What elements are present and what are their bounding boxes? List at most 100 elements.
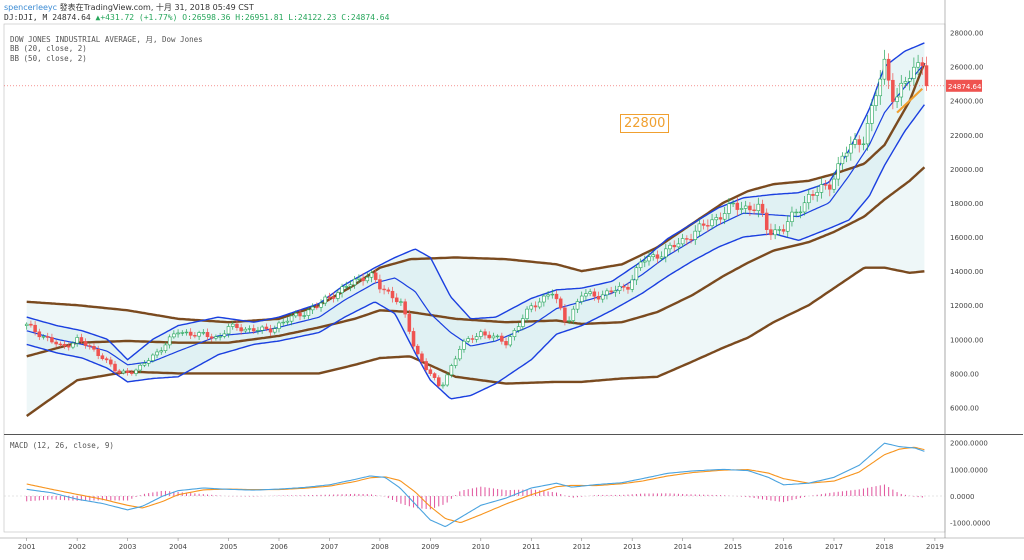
- candle[interactable]: [264, 326, 269, 330]
- candle[interactable]: [260, 326, 264, 331]
- candle[interactable]: [676, 243, 681, 248]
- candle[interactable]: [331, 296, 336, 299]
- candle[interactable]: [891, 79, 895, 102]
- candle[interactable]: [718, 217, 723, 220]
- candle[interactable]: [222, 333, 227, 337]
- candle[interactable]: [415, 345, 420, 355]
- candle[interactable]: [310, 306, 315, 311]
- candle[interactable]: [495, 335, 500, 338]
- candle[interactable]: [29, 323, 33, 326]
- candle[interactable]: [621, 285, 626, 288]
- candle[interactable]: [781, 229, 786, 232]
- candle[interactable]: [857, 139, 861, 145]
- candle[interactable]: [878, 78, 883, 97]
- candle[interactable]: [369, 272, 374, 278]
- candle[interactable]: [239, 327, 243, 332]
- candle[interactable]: [558, 298, 563, 309]
- candle[interactable]: [912, 66, 916, 79]
- candle[interactable]: [163, 344, 168, 351]
- candle[interactable]: [596, 295, 601, 300]
- candle[interactable]: [828, 184, 832, 190]
- candle[interactable]: [327, 296, 332, 299]
- candle[interactable]: [24, 323, 29, 326]
- candle[interactable]: [882, 58, 887, 80]
- candle[interactable]: [373, 272, 378, 280]
- candle[interactable]: [546, 294, 550, 297]
- candle[interactable]: [567, 320, 571, 322]
- candle[interactable]: [512, 330, 517, 338]
- candle[interactable]: [188, 331, 193, 336]
- candle[interactable]: [739, 208, 744, 210]
- candle[interactable]: [319, 302, 323, 308]
- candle[interactable]: [306, 309, 311, 316]
- candle[interactable]: [815, 192, 819, 196]
- candle[interactable]: [886, 58, 891, 81]
- candle[interactable]: [735, 202, 740, 210]
- candle[interactable]: [172, 333, 176, 338]
- candle[interactable]: [874, 95, 878, 106]
- candle[interactable]: [895, 96, 899, 102]
- main-series-label[interactable]: DOW JONES INDUSTRIAL AVERAGE, 月, Dow Jon…: [10, 35, 203, 44]
- candle[interactable]: [819, 184, 824, 193]
- candle[interactable]: [483, 331, 487, 336]
- candle[interactable]: [302, 315, 306, 317]
- candle[interactable]: [218, 336, 222, 338]
- bb20-upper-line[interactable]: [26, 42, 925, 361]
- candle[interactable]: [453, 358, 458, 366]
- candle[interactable]: [159, 350, 164, 353]
- candle[interactable]: [554, 293, 559, 300]
- candle[interactable]: [685, 238, 689, 240]
- candle[interactable]: [609, 290, 613, 293]
- candle[interactable]: [142, 363, 147, 366]
- candle[interactable]: [390, 290, 395, 299]
- candle[interactable]: [256, 329, 260, 332]
- candle[interactable]: [315, 306, 319, 309]
- candle[interactable]: [769, 229, 773, 236]
- candle[interactable]: [37, 331, 42, 338]
- candle[interactable]: [689, 239, 693, 241]
- candle[interactable]: [643, 260, 647, 263]
- candle[interactable]: [487, 334, 491, 339]
- candle[interactable]: [798, 211, 803, 214]
- candle[interactable]: [470, 338, 475, 340]
- candle[interactable]: [575, 301, 580, 310]
- price-annotation[interactable]: 22800: [620, 114, 670, 133]
- candle[interactable]: [50, 337, 54, 343]
- candle[interactable]: [209, 336, 214, 339]
- candle[interactable]: [710, 219, 714, 227]
- candle[interactable]: [445, 374, 449, 386]
- candle[interactable]: [357, 277, 361, 280]
- candle[interactable]: [777, 229, 782, 231]
- candle[interactable]: [193, 335, 197, 337]
- candle[interactable]: [294, 312, 298, 317]
- candle[interactable]: [92, 346, 96, 350]
- candle[interactable]: [550, 293, 555, 296]
- candle[interactable]: [924, 65, 929, 87]
- candle[interactable]: [151, 354, 155, 361]
- candle[interactable]: [823, 184, 828, 186]
- bb50-basis-line[interactable]: [26, 166, 926, 358]
- candle[interactable]: [630, 279, 634, 290]
- candle[interactable]: [58, 343, 63, 346]
- candle[interactable]: [403, 301, 407, 315]
- candle[interactable]: [214, 336, 218, 339]
- candle[interactable]: [508, 336, 513, 346]
- candle[interactable]: [849, 144, 853, 154]
- candle[interactable]: [701, 223, 706, 226]
- candle[interactable]: [109, 359, 113, 365]
- candle[interactable]: [382, 288, 386, 291]
- author-link[interactable]: spencerleeyc: [4, 3, 58, 12]
- candle[interactable]: [235, 323, 239, 328]
- bb20-label[interactable]: BB (20, close, 2): [10, 44, 87, 53]
- candle[interactable]: [680, 238, 685, 245]
- candle[interactable]: [45, 336, 50, 338]
- candle[interactable]: [268, 328, 273, 333]
- candle[interactable]: [104, 358, 109, 361]
- candle[interactable]: [336, 292, 340, 299]
- candle[interactable]: [651, 254, 655, 258]
- candle[interactable]: [533, 305, 538, 308]
- candle[interactable]: [121, 370, 126, 374]
- bb50-lower-line[interactable]: [26, 266, 925, 417]
- candle[interactable]: [672, 244, 676, 248]
- candle[interactable]: [579, 295, 584, 302]
